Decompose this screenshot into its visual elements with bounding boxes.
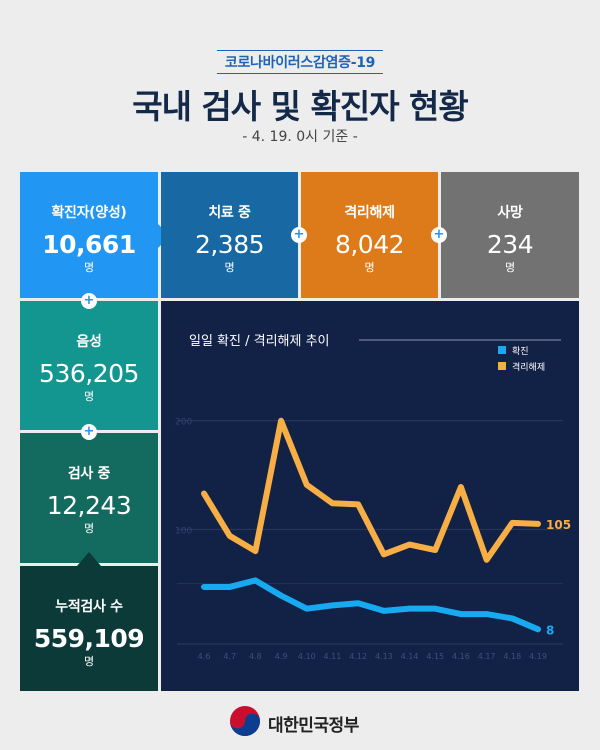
confirmed-box: 확진자(양성) 10,661 명: [20, 172, 158, 298]
x-tick-label: 4.19: [529, 652, 547, 661]
confirmed-value: 10,661: [42, 230, 136, 259]
y-tick-label: 200: [175, 418, 192, 428]
plus-icon: +: [81, 293, 97, 309]
x-tick-label: 4.15: [426, 652, 444, 661]
in-treatment-value: 2,385: [194, 230, 265, 259]
x-tick-label: 4.13: [375, 652, 393, 661]
deaths-label: 사망: [497, 205, 523, 221]
in-treatment-box: 치료 중 2,385 명: [161, 172, 298, 298]
legend-swatch: [498, 346, 506, 354]
plus-icon: +: [431, 227, 447, 243]
x-tick-label: 4.16: [452, 652, 470, 661]
x-tick-label: 4.11: [324, 652, 342, 661]
released-label: 격리해제: [344, 205, 395, 221]
government-label: 대한민국정부: [268, 716, 359, 736]
x-tick-label: 4.18: [503, 652, 521, 661]
deaths-unit: 명: [504, 261, 516, 274]
released-unit: 명: [364, 261, 375, 274]
trend-chart-panel: 일일 확진 / 격리해제 추이 100 200 4.6 4.7 4.8 4.9 4.10 4.1…: [161, 301, 579, 691]
arrow-up-icon: [77, 552, 101, 566]
negative-value: 536,205: [39, 359, 139, 388]
footer: 대한민국정부: [0, 702, 600, 742]
total-tests-label: 누적검사 수: [55, 599, 123, 615]
end-value-label: 8: [546, 623, 554, 637]
x-tick-label: 4.12: [349, 652, 367, 661]
plus-icon: +: [81, 424, 97, 440]
x-tick-label: 4.14: [401, 652, 419, 661]
legend-label: 격리해제: [512, 361, 545, 373]
negative-label: 음성: [76, 334, 102, 350]
confirmed-label: 확진자(양성): [51, 205, 127, 221]
series-line-released: [201, 417, 541, 563]
total-tests-box: 누적검사 수 559,109 명: [20, 566, 158, 691]
total-tests-unit: 명: [83, 655, 95, 668]
y-tick-label: 100: [175, 526, 192, 536]
x-tick-label: 4.17: [478, 652, 496, 661]
x-tick-label: 4.6: [198, 652, 211, 661]
deaths-box: 사망 234 명: [441, 172, 579, 298]
page-title: 국내 검사 및 확진자 현황: [132, 87, 469, 126]
taegeuk-emblem-icon: [230, 706, 260, 736]
in-treatment-unit: 명: [224, 261, 235, 274]
plus-icon: +: [291, 227, 307, 243]
x-tick-label: 4.9: [275, 652, 288, 661]
end-value-label: 105: [546, 518, 571, 532]
chart-title: 일일 확진 / 격리해제 추이: [189, 334, 330, 349]
series-line-confirmed: [201, 577, 541, 633]
legend-label: 확진: [512, 345, 529, 357]
x-tick-label: 4.7: [223, 652, 236, 661]
date-basis: - 4. 19. 0시 기준 -: [242, 129, 358, 145]
x-tick-label: 4.8: [249, 652, 262, 661]
subject-label: 코로나바이러스감염증-19: [216, 50, 384, 74]
testing-box: 검사 중 12,243 명: [20, 433, 158, 563]
in-treatment-label: 치료 중: [208, 205, 251, 221]
header: 코로나바이러스감염증-19 국내 검사 및 확진자 현황 - 4. 19. 0시…: [0, 0, 600, 160]
confirmed-unit: 명: [83, 261, 95, 274]
negative-unit: 명: [83, 390, 95, 403]
x-tick-label: 4.10: [298, 652, 316, 661]
total-tests-value: 559,109: [33, 624, 145, 653]
trend-chart: 일일 확진 / 격리해제 추이 100 200 4.6 4.7 4.8 4.9 4.10 4.1…: [175, 334, 571, 661]
deaths-value: 234: [486, 230, 534, 259]
released-value: 8,042: [334, 230, 405, 259]
legend-swatch: [498, 362, 506, 370]
testing-value: 12,243: [46, 491, 132, 520]
negative-box: 음성 536,205 명: [20, 301, 158, 430]
testing-unit: 명: [83, 522, 95, 535]
released-box: 격리해제 8,042 명: [301, 172, 438, 298]
testing-label: 검사 중: [67, 466, 111, 482]
